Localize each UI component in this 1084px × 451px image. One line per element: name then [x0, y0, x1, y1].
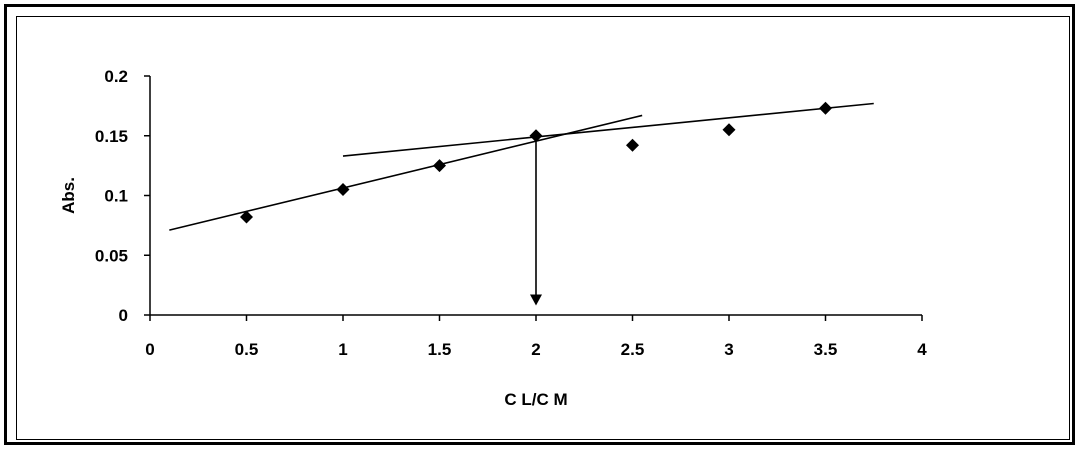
y-tick-label: 0.2: [104, 67, 128, 86]
data-point: [626, 138, 639, 152]
data-point: [336, 183, 350, 197]
x-tick-label: 1: [338, 340, 347, 359]
axes: [144, 75, 923, 321]
x-axis-title: C L/C M: [504, 390, 567, 409]
y-tick-label: 0.1: [104, 187, 128, 206]
y-tick-label: 0.05: [95, 246, 128, 265]
data-point: [529, 129, 543, 143]
x-tick-label: 3.5: [814, 340, 838, 359]
y-tick-label: 0.15: [95, 127, 128, 146]
y-axis-title: Abs.: [59, 177, 78, 214]
x-tick-label: 4: [917, 340, 927, 359]
x-tick-label: 0: [145, 340, 154, 359]
tick-labels: 0 0.5 1 1.5 2 2.5 3 3.5 4 0 0.05 0.1 0.15 0.2: [95, 67, 927, 359]
data-point: [819, 101, 832, 115]
data-point: [433, 159, 446, 173]
trend-lines: [169, 102, 874, 306]
trend-line: [169, 114, 643, 231]
chart-outer-frame: [4, 4, 1075, 445]
chart-inner-frame: [16, 16, 1070, 440]
x-tick-label: 0.5: [235, 340, 259, 359]
x-tick-label: 2: [531, 340, 540, 359]
x-tick-label: 2.5: [621, 340, 645, 359]
data-point: [722, 123, 736, 137]
y-tick-label: 0: [119, 306, 128, 325]
x-tick-label: 1.5: [428, 340, 452, 359]
data-point: [240, 210, 253, 224]
x-tick-label: 3: [724, 340, 733, 359]
arrow-head: [530, 294, 542, 306]
trend-line: [342, 102, 874, 157]
data-points: [240, 101, 832, 224]
